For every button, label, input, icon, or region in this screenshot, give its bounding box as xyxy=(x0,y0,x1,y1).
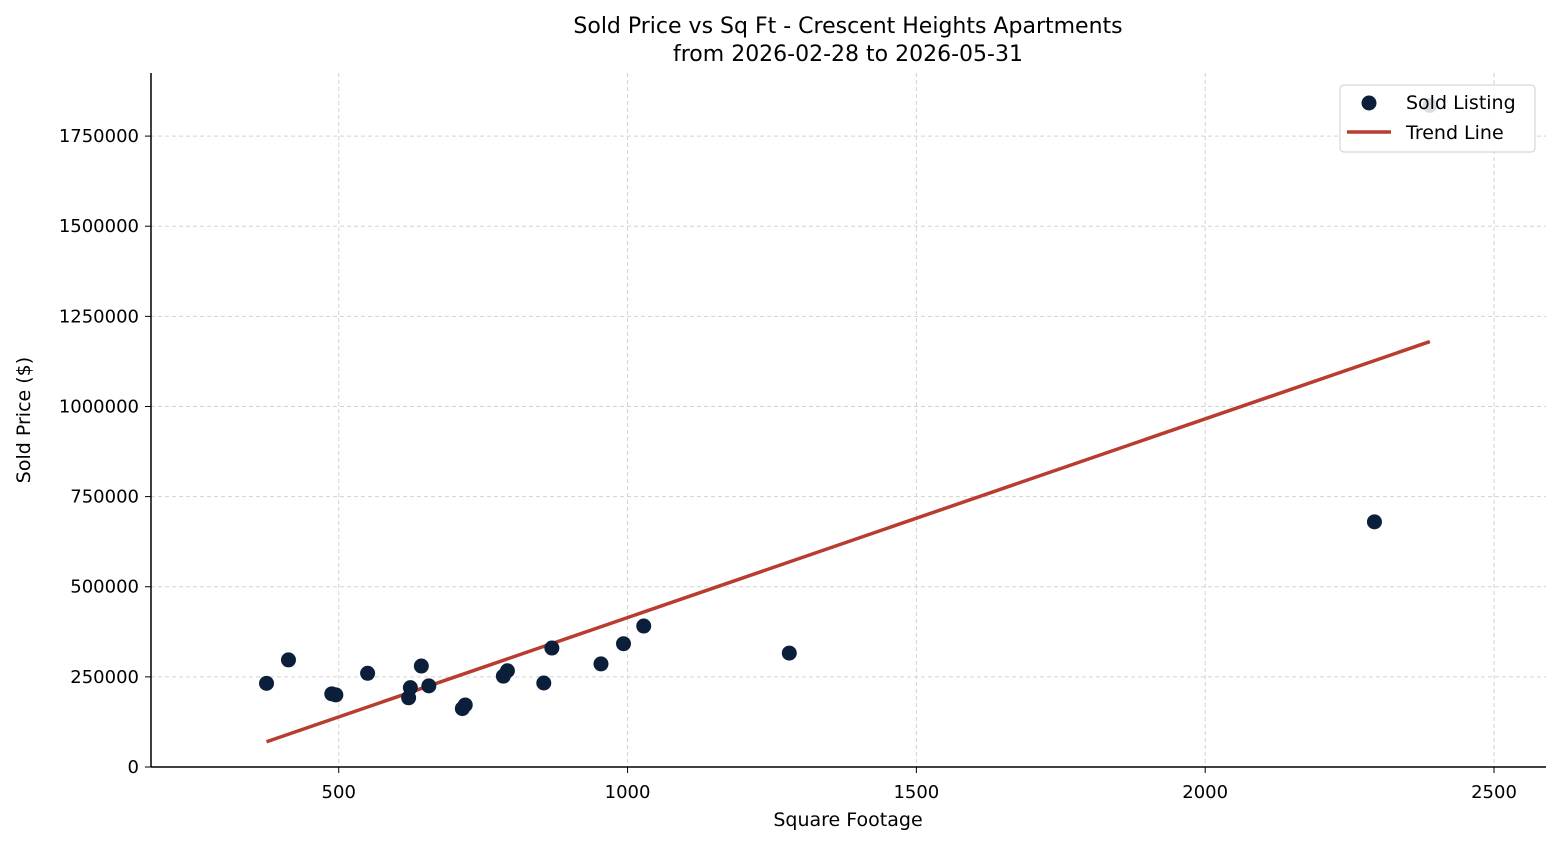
chart-subtitle: from 2026-02-28 to 2026-05-31 xyxy=(673,42,1023,67)
scatter-point xyxy=(1366,514,1382,530)
chart-title: Sold Price vs Sq Ft - Crescent Heights A… xyxy=(573,14,1122,39)
scatter-point xyxy=(536,675,552,691)
tick-labels: 500 1000 1500 2000 2500 0 250000 500000 750000 10… xyxy=(59,126,1517,803)
scatter-point xyxy=(616,636,632,652)
grid xyxy=(151,73,1546,768)
scatter-point xyxy=(636,618,652,634)
scatter-point xyxy=(360,665,376,681)
legend-label-sold-listing: Sold Listing xyxy=(1406,92,1516,114)
scatter-point xyxy=(413,658,429,674)
scatter-point xyxy=(781,645,797,661)
axes xyxy=(145,73,1546,773)
y-tick-label: 500000 xyxy=(70,577,139,598)
x-tick-label: 500 xyxy=(322,782,356,803)
y-tick-label: 250000 xyxy=(70,667,139,688)
legend: Sold Listing Trend Line xyxy=(1339,84,1536,153)
y-tick-label: 1500000 xyxy=(59,216,139,237)
legend-label-trend-line: Trend Line xyxy=(1405,122,1504,144)
y-tick-label: 1000000 xyxy=(59,396,139,417)
y-tick-label: 0 xyxy=(128,757,139,778)
scatter-point xyxy=(593,656,609,672)
x-tick-label: 1500 xyxy=(893,782,939,803)
scatter-point xyxy=(421,678,437,694)
scatter-point xyxy=(280,652,296,668)
y-tick-label: 1750000 xyxy=(59,126,139,147)
scatter-point xyxy=(259,675,275,691)
y-tick-label: 750000 xyxy=(70,487,139,508)
legend-marker-sold-listing xyxy=(1361,95,1377,111)
legend-box xyxy=(1339,84,1536,153)
scatter-point xyxy=(544,640,560,656)
x-tick-label: 2500 xyxy=(1471,782,1517,803)
y-axis-label: Sold Price ($) xyxy=(13,357,35,483)
scatter-point xyxy=(457,697,473,713)
x-tick-label: 1000 xyxy=(605,782,651,803)
trend-line xyxy=(265,339,1431,744)
y-tick-label: 1250000 xyxy=(59,306,139,327)
series xyxy=(259,97,1438,744)
scatter-point xyxy=(402,680,418,696)
scatter-point xyxy=(499,663,515,679)
scatter-point xyxy=(328,687,344,703)
x-axis-label: Square Footage xyxy=(773,809,922,831)
x-tick-label: 2000 xyxy=(1182,782,1228,803)
